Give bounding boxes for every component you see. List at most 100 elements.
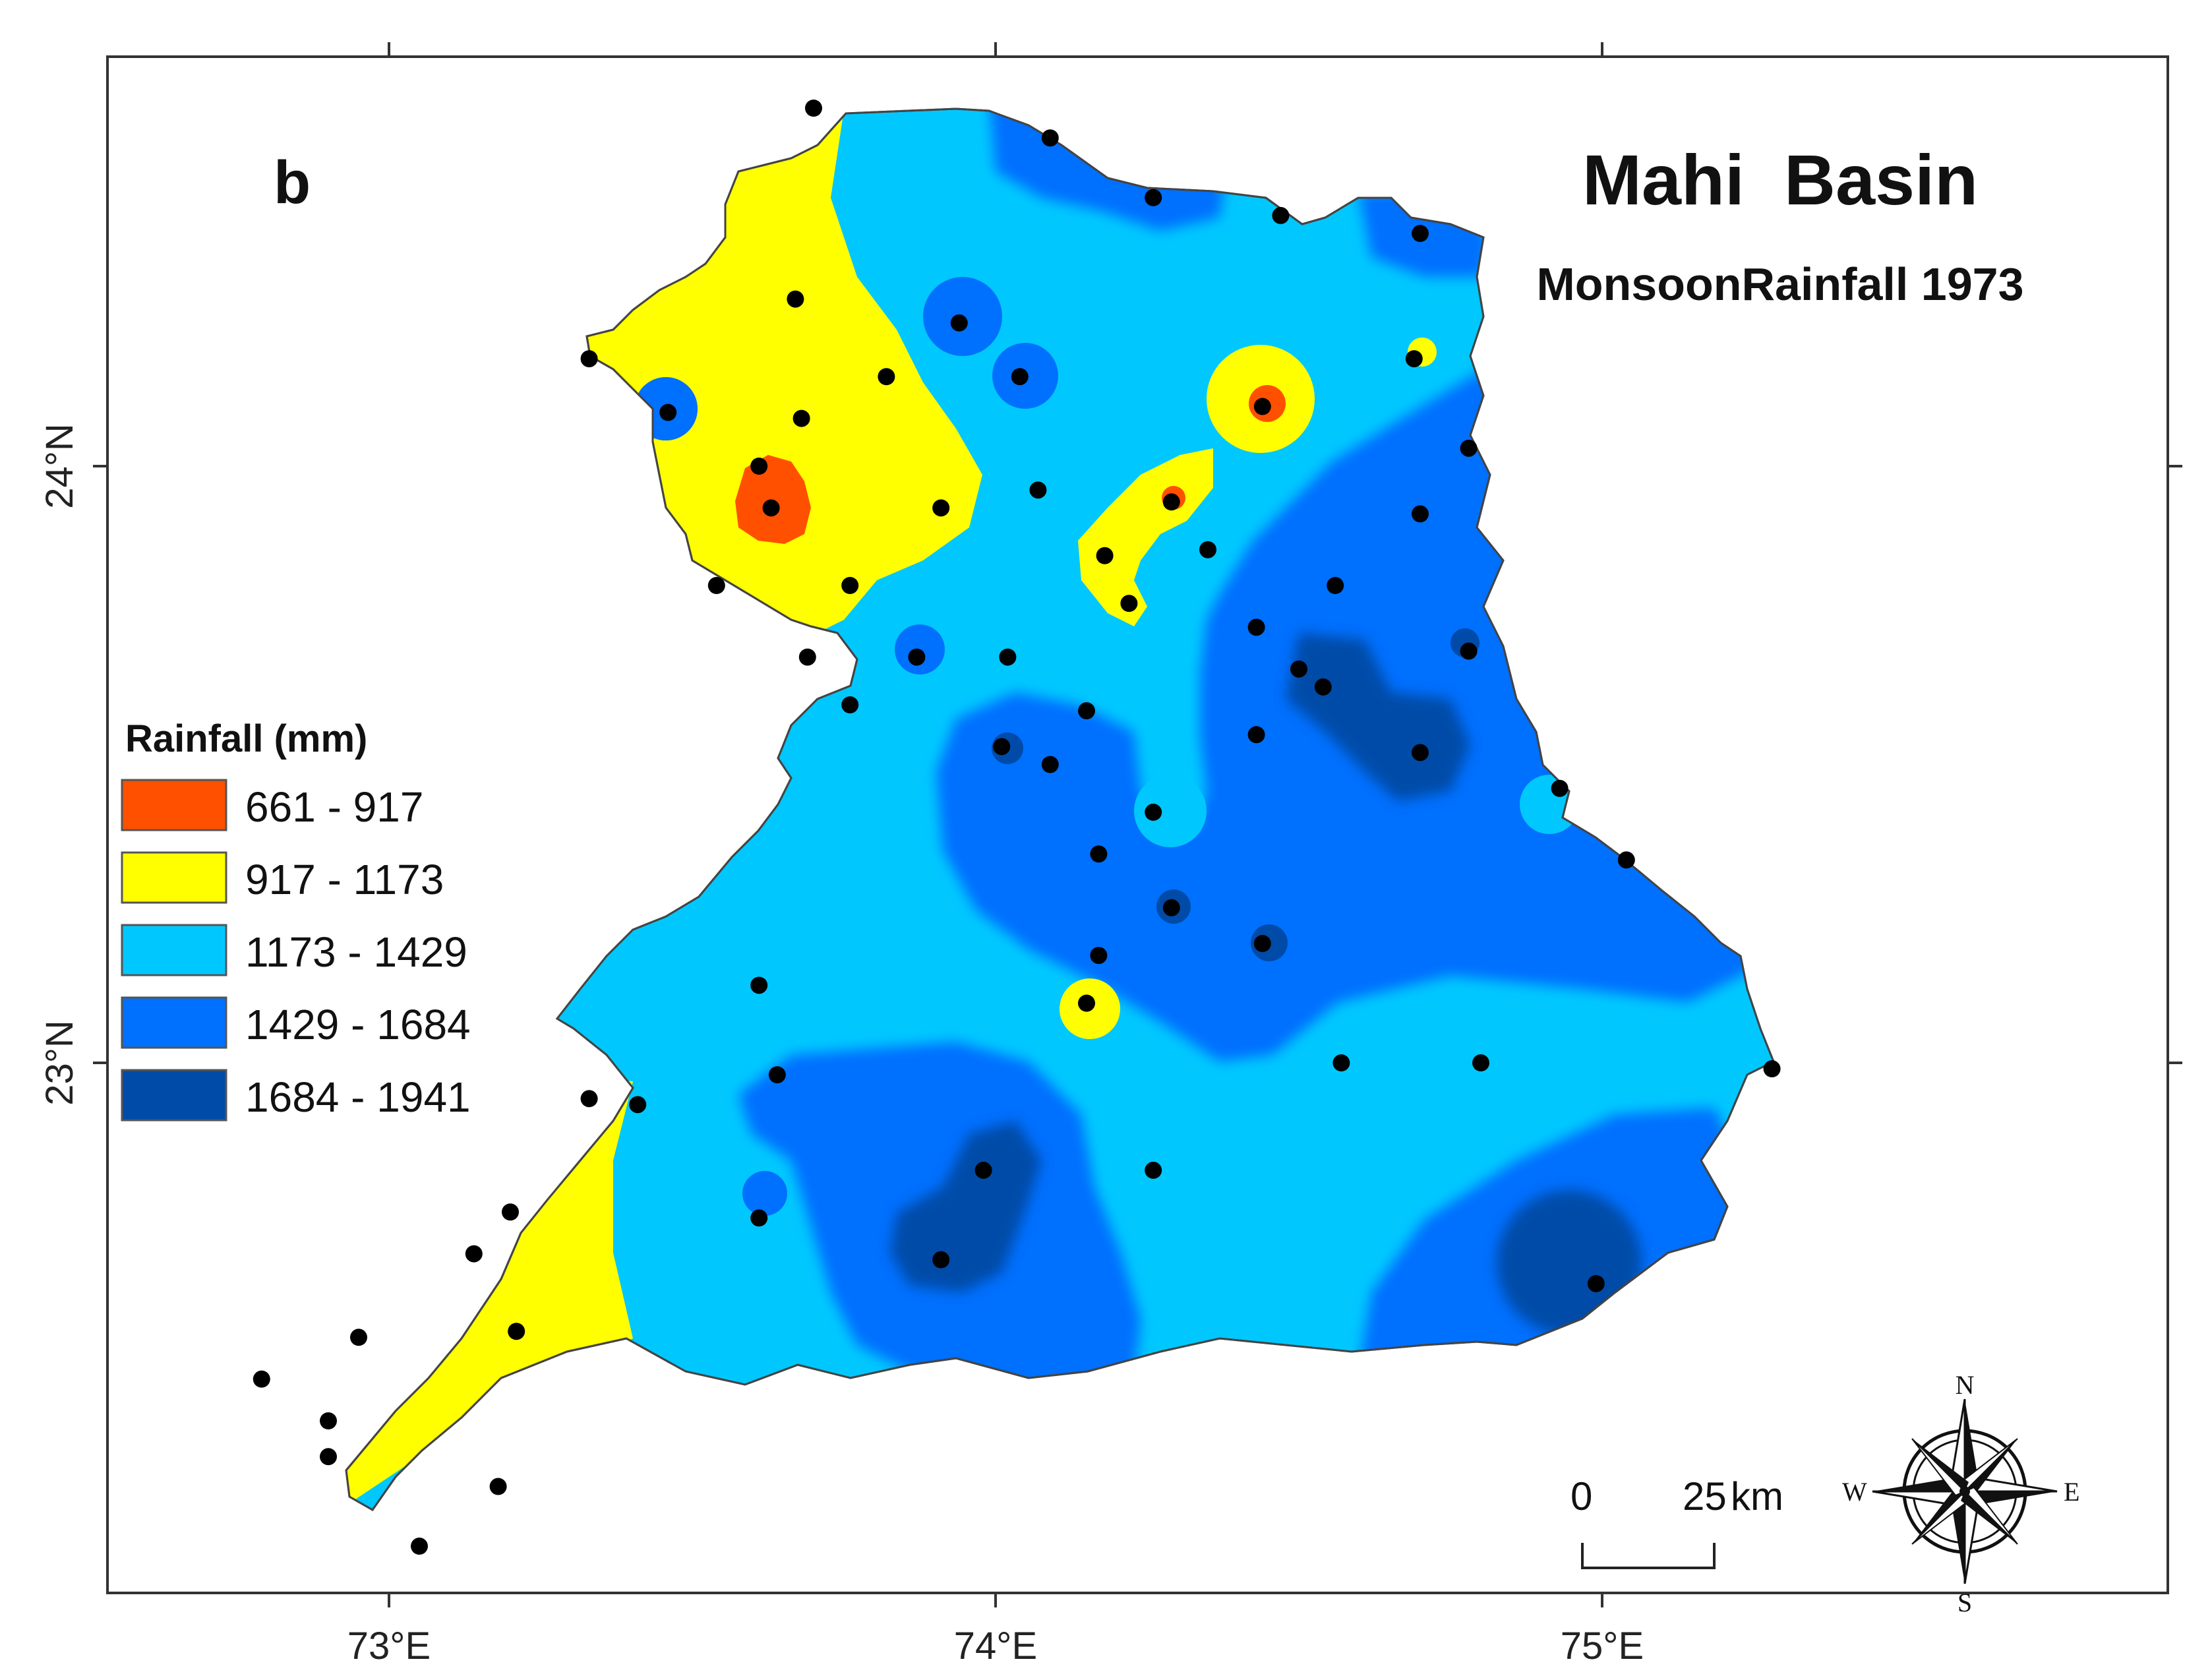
north-arrow-icon: N S E W xyxy=(1842,1370,2079,1617)
station-point xyxy=(792,409,810,427)
station-point xyxy=(1011,368,1029,386)
station-point xyxy=(993,738,1011,756)
station-point xyxy=(1041,129,1059,147)
station-point xyxy=(841,577,859,594)
station-point xyxy=(580,350,598,368)
legend-label: 1429 - 1684 xyxy=(245,1001,471,1048)
station-point xyxy=(707,577,725,594)
station-point xyxy=(1090,845,1108,863)
station-point xyxy=(1096,547,1114,564)
station-point xyxy=(1763,1060,1781,1078)
legend-swatch xyxy=(121,779,227,831)
map-frame xyxy=(106,55,2169,1594)
compass-w-label: W xyxy=(1842,1477,1867,1507)
compass-n-label: N xyxy=(1956,1370,1975,1400)
scale-bar: 0 25 km xyxy=(1570,1474,1783,1569)
station-point xyxy=(768,1066,786,1084)
station-point xyxy=(465,1245,483,1263)
axis-ticks xyxy=(93,42,2182,1607)
zone-1684-1941-south xyxy=(890,1121,1042,1292)
station-point xyxy=(1199,541,1216,558)
station-point xyxy=(999,648,1017,666)
station-point xyxy=(787,290,804,308)
station-point xyxy=(1460,439,1478,457)
panel-label: b xyxy=(274,149,311,216)
legend-swatch xyxy=(121,851,227,904)
station-point xyxy=(1078,702,1095,720)
station-point xyxy=(932,1251,950,1269)
station-point xyxy=(1029,481,1047,499)
tick-labels: 73°E 74°E 75°E 24°N 23°N xyxy=(38,423,1644,1667)
zone-917-1173-southwest xyxy=(346,1055,633,1510)
station-point xyxy=(502,1203,519,1221)
station-point xyxy=(1412,225,1429,243)
station-point xyxy=(1145,1161,1162,1179)
legend-label: 1173 - 1429 xyxy=(245,928,467,976)
zone-1684-1941-southeast xyxy=(1497,1190,1642,1335)
legend-label: 917 - 1173 xyxy=(245,856,444,903)
station-point xyxy=(489,1478,507,1495)
station-point xyxy=(1314,678,1332,696)
station-point xyxy=(1332,1054,1350,1071)
station-point xyxy=(1551,779,1569,797)
x-tick-label: 74°E xyxy=(954,1625,1037,1667)
station-points xyxy=(253,100,1781,1555)
station-point xyxy=(1327,577,1344,594)
station-point xyxy=(1078,994,1095,1012)
station-point xyxy=(320,1412,337,1429)
zone-1429-1684-spot xyxy=(742,1171,787,1216)
station-point xyxy=(750,1209,768,1227)
station-point xyxy=(1090,947,1108,965)
legend-label: 661 - 917 xyxy=(245,783,423,831)
station-point xyxy=(320,1448,337,1466)
legend-label: 1684 - 1941 xyxy=(245,1073,471,1121)
scale-end-label: 25 xyxy=(1683,1474,1727,1518)
station-point xyxy=(1412,744,1429,762)
legend-swatch xyxy=(121,996,227,1049)
zone-1173-1429-spot xyxy=(1520,775,1579,834)
station-point xyxy=(1412,505,1429,523)
compass-s-label: S xyxy=(1958,1588,1972,1617)
station-point xyxy=(253,1370,270,1388)
station-point xyxy=(841,696,859,713)
legend-swatch xyxy=(121,1069,227,1122)
station-point xyxy=(411,1538,428,1555)
legend: Rainfall (mm) 661 - 917 917 - 1173 1173 … xyxy=(121,717,471,1122)
y-tick-label: 24°N xyxy=(38,423,81,509)
station-point xyxy=(1405,350,1423,368)
station-point xyxy=(1145,803,1162,821)
station-point xyxy=(1587,1274,1605,1292)
map-subtitle: MonsoonRainfall 1973 xyxy=(1536,258,2023,310)
station-point xyxy=(1162,899,1180,916)
zone-661-917-west xyxy=(735,455,811,544)
station-point xyxy=(350,1329,367,1346)
scale-start-label: 0 xyxy=(1570,1474,1592,1518)
zone-1173-1429-spot xyxy=(1134,775,1207,847)
legend-swatch xyxy=(121,924,227,976)
x-tick-label: 75°E xyxy=(1561,1625,1644,1667)
station-point xyxy=(1145,189,1162,206)
station-point xyxy=(508,1323,525,1340)
map-title: Mahi Basin xyxy=(1582,140,1978,220)
station-point xyxy=(1162,493,1180,511)
compass-e-label: E xyxy=(2064,1477,2079,1507)
station-point xyxy=(805,100,822,117)
station-point xyxy=(1472,1054,1489,1071)
station-point xyxy=(629,1096,647,1114)
station-point xyxy=(659,404,677,421)
y-tick-label: 23°N xyxy=(38,1020,81,1106)
station-point xyxy=(932,499,950,517)
station-point xyxy=(750,976,768,994)
station-point xyxy=(798,648,816,666)
station-point xyxy=(580,1090,598,1108)
station-point xyxy=(950,314,968,332)
scale-unit-label: km xyxy=(1731,1474,1783,1518)
station-point xyxy=(1247,726,1265,744)
station-point xyxy=(1617,851,1635,869)
station-point xyxy=(1041,756,1059,773)
station-point xyxy=(908,648,926,666)
x-tick-label: 73°E xyxy=(347,1625,431,1667)
station-point xyxy=(1272,206,1290,224)
legend-title: Rainfall (mm) xyxy=(125,717,367,760)
